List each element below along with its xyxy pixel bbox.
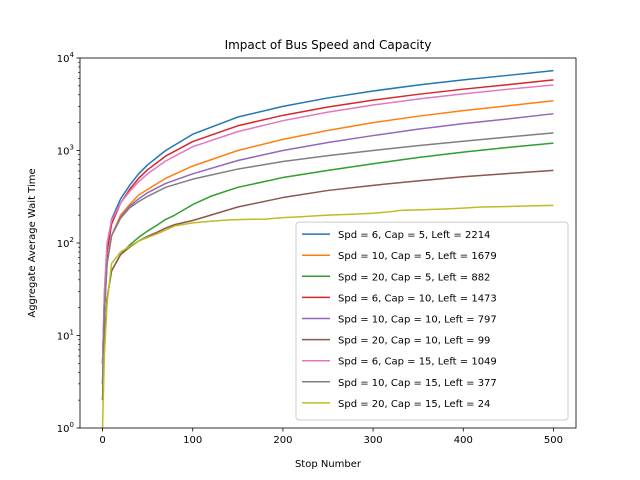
y-axis-ticks: 100 101 102 103 104 — [57, 51, 80, 435]
legend-label: Spd = 10, Cap = 15, Left = 377 — [338, 378, 497, 389]
series-line-6 — [101, 169, 554, 401]
x-tick-label: 500 — [544, 435, 563, 446]
legend-label: Spd = 6, Cap = 5, Left = 2214 — [338, 230, 490, 241]
legend: Spd = 6, Cap = 5, Left = 2214 Spd = 10, C… — [295, 221, 569, 421]
legend-label: Spd = 6, Cap = 15, Left = 1049 — [338, 357, 497, 368]
x-tick-label: 0 — [99, 435, 105, 446]
x-axis-ticks: 0 100 200 300 400 500 — [99, 428, 563, 446]
x-tick-label: 200 — [273, 435, 292, 446]
series-line-8 — [101, 132, 554, 384]
legend-label: Spd = 20, Cap = 10, Left = 99 — [338, 336, 490, 347]
legend-box — [295, 221, 569, 421]
y-tick-label: 104 — [57, 51, 75, 65]
y-tick-label: 103 — [57, 144, 74, 158]
legend-label: Spd = 10, Cap = 5, Left = 1679 — [338, 251, 497, 262]
y-axis-label: Aggregate Average Wait Time — [27, 168, 38, 317]
y-tick-label: 102 — [57, 236, 74, 250]
y-tick-label: 100 — [57, 421, 74, 435]
y-tick-label: 101 — [57, 329, 74, 343]
series-line-7 — [101, 84, 554, 364]
x-axis-label: Stop Number — [295, 459, 362, 470]
series-lines — [101, 69, 554, 429]
x-tick-label: 400 — [454, 435, 473, 446]
legend-label: Spd = 20, Cap = 15, Left = 24 — [338, 399, 490, 410]
x-tick-label: 100 — [183, 435, 202, 446]
series-line-4 — [101, 79, 554, 364]
legend-label: Spd = 20, Cap = 5, Left = 882 — [338, 272, 490, 283]
chart-title: Impact of Bus Speed and Capacity — [225, 38, 432, 52]
series-line-9 — [101, 204, 554, 429]
legend-label: Spd = 10, Cap = 10, Left = 797 — [338, 315, 497, 326]
legend-label: Spd = 6, Cap = 10, Left = 1473 — [338, 293, 497, 304]
x-tick-label: 300 — [364, 435, 383, 446]
